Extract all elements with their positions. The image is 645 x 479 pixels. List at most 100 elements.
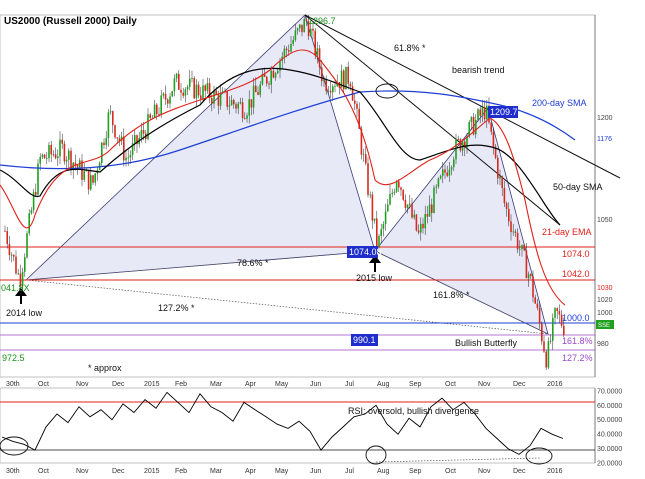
x-tick-label: Sep: [409, 381, 422, 388]
candle: [261, 68, 264, 86]
candle: [235, 102, 237, 114]
candle: [136, 134, 138, 154]
x-tick-label: Nov: [478, 468, 491, 475]
x-tick-label: 2015: [144, 468, 160, 475]
candle: [417, 224, 420, 235]
candle: [186, 84, 189, 96]
candle: [134, 129, 136, 151]
candle: [112, 110, 114, 134]
candle: [490, 122, 492, 135]
candle: [129, 150, 132, 164]
candle: [164, 85, 167, 105]
candle: [554, 307, 556, 325]
candle: [312, 21, 314, 40]
candle: [4, 225, 6, 233]
candle: [494, 143, 497, 160]
current-price-label: SSE: [598, 323, 610, 329]
x-tick-label: Jun: [310, 381, 321, 388]
x-tick-label: Dec: [513, 468, 526, 475]
candle: [213, 85, 215, 109]
rsi-oversold-circle-left: [0, 436, 29, 456]
level-1074-label: 1074.0: [562, 249, 590, 259]
candle: [255, 77, 257, 93]
annotation-bearish-trend: bearish trend: [452, 65, 505, 75]
rsi-tick-label: 60.0000: [597, 403, 622, 410]
candle: [193, 76, 195, 100]
candle: [409, 194, 411, 209]
candle: [525, 242, 528, 279]
candle: [114, 124, 116, 140]
candle: [343, 68, 345, 93]
candle: [426, 205, 429, 224]
candle: [512, 223, 514, 236]
candle: [156, 102, 158, 121]
candle: [497, 155, 499, 185]
candle: [103, 138, 105, 149]
candle: [35, 183, 37, 197]
candle: [208, 78, 211, 104]
candle: [415, 213, 418, 232]
candle: [292, 36, 294, 47]
rsi-tick-label: 70.0000: [597, 388, 622, 395]
candle: [362, 148, 365, 162]
x-axis: 30th Oct Nov Dec 2015 Feb Mar Apr May Jun Jul Aug Se…: [6, 381, 563, 388]
candle: [70, 147, 72, 176]
rsi-y-axis: 70.0000 60.0000 50.0000 40.0000 30.0000 20.00…: [597, 388, 622, 467]
candle: [483, 100, 486, 122]
candle: [294, 24, 297, 42]
x-tick-label: May: [275, 468, 289, 475]
candle: [404, 194, 407, 211]
candle: [514, 229, 517, 237]
x-tick-label: Jul: [345, 468, 354, 475]
candle: [274, 71, 277, 81]
candle: [321, 60, 323, 87]
candle: [65, 156, 68, 168]
x-tick-label: 2016: [547, 468, 563, 475]
rsi-oversold-circle-right: [525, 447, 553, 465]
candle: [226, 90, 228, 110]
candle: [26, 230, 28, 259]
annotation-21-ema: 21-day EMA: [542, 227, 592, 237]
candle: [435, 184, 437, 194]
annotation-approx: * approx: [88, 363, 122, 373]
candle: [57, 149, 59, 167]
x-tick-label: Oct: [445, 381, 456, 388]
candle: [527, 271, 530, 287]
candle: [167, 98, 169, 109]
candle: [563, 317, 565, 338]
candle: [299, 24, 301, 33]
candle: [307, 15, 310, 41]
annotation-bullish-butterfly: Bullish Butterfly: [455, 338, 518, 348]
candle: [400, 186, 402, 197]
candle: [162, 92, 165, 99]
x-tick-label: Jun: [310, 468, 321, 475]
fib-61-line: [304, 14, 561, 226]
point-label-d: 990.1: [353, 335, 376, 345]
y-tick-label: 980: [597, 341, 609, 348]
candle: [373, 218, 376, 224]
candle: [325, 75, 327, 95]
candle: [184, 87, 187, 103]
candle: [175, 72, 178, 83]
candle: [197, 81, 200, 99]
candle: [206, 77, 209, 94]
x-tick-label: May: [275, 381, 289, 388]
rsi-tick-label: 30.0000: [597, 446, 622, 453]
candle: [182, 87, 184, 99]
candle: [499, 169, 501, 186]
candle: [367, 157, 369, 198]
candle: [560, 309, 563, 328]
candle: [180, 83, 182, 101]
candle: [109, 105, 112, 115]
candle: [464, 139, 466, 157]
candle: [431, 198, 433, 222]
x-tick-label: Nov: [76, 381, 89, 388]
candle: [8, 235, 11, 261]
candle: [437, 177, 440, 189]
level-972-label: 972.5: [2, 353, 25, 363]
candle: [48, 141, 50, 163]
candle: [228, 96, 231, 115]
annotation-200-sma: 200-day SMA: [532, 98, 587, 108]
candle: [217, 90, 220, 115]
candlesticks: [4, 15, 565, 370]
